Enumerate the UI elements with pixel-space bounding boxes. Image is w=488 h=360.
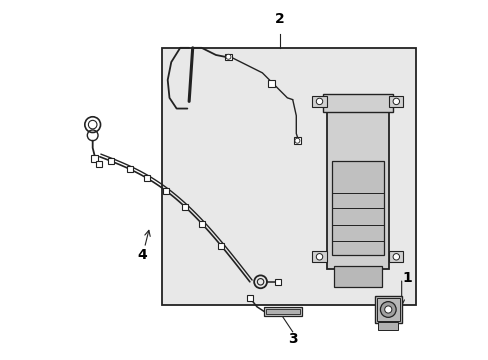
- Bar: [388, 251, 403, 262]
- Bar: [127, 166, 133, 172]
- Circle shape: [384, 306, 391, 313]
- Bar: [378, 322, 397, 330]
- Text: 1: 1: [401, 271, 411, 285]
- Bar: [333, 266, 381, 287]
- Bar: [294, 138, 300, 144]
- Text: 4: 4: [138, 248, 147, 262]
- Bar: [267, 80, 274, 87]
- Bar: [218, 243, 224, 249]
- Bar: [326, 98, 388, 269]
- Bar: [312, 251, 326, 262]
- Bar: [163, 188, 169, 194]
- Bar: [162, 48, 415, 305]
- Bar: [312, 96, 326, 107]
- Bar: [265, 309, 299, 314]
- Bar: [323, 94, 392, 112]
- Bar: [144, 175, 150, 181]
- Bar: [199, 221, 205, 227]
- Bar: [96, 161, 102, 167]
- Bar: [376, 298, 399, 321]
- Bar: [388, 96, 403, 107]
- Circle shape: [294, 138, 299, 143]
- Circle shape: [316, 253, 322, 260]
- Bar: [91, 156, 98, 162]
- Bar: [246, 295, 252, 301]
- Bar: [225, 54, 231, 60]
- Circle shape: [225, 54, 230, 59]
- Text: 2: 2: [275, 12, 285, 26]
- Bar: [331, 161, 383, 255]
- Bar: [182, 204, 188, 210]
- Bar: [264, 307, 301, 316]
- Bar: [274, 279, 280, 285]
- Bar: [108, 158, 114, 164]
- Circle shape: [380, 302, 395, 318]
- Text: 3: 3: [287, 332, 297, 346]
- Circle shape: [316, 98, 322, 105]
- Circle shape: [392, 253, 399, 260]
- Bar: [374, 296, 401, 323]
- Circle shape: [392, 98, 399, 105]
